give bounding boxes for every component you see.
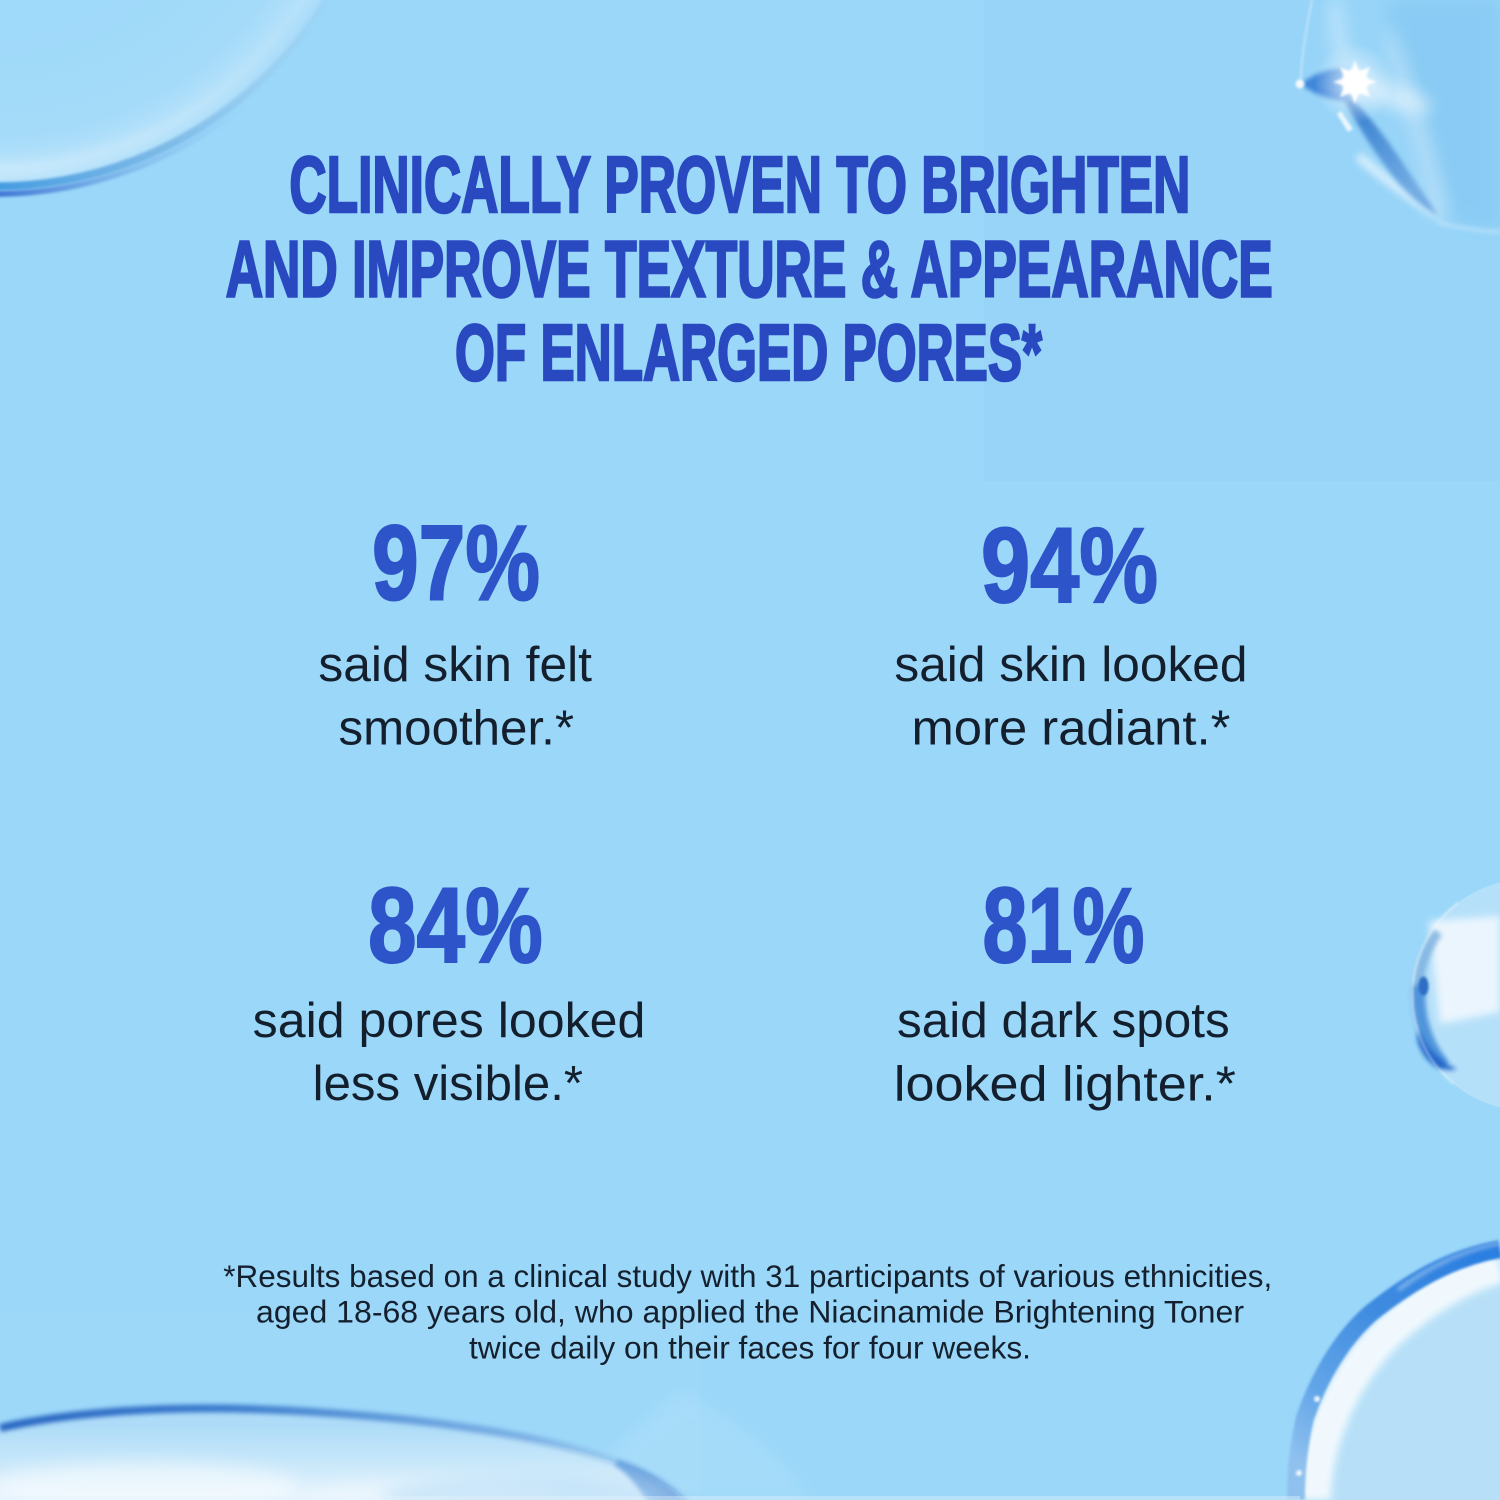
svg-text:less visible.*: less visible.* [313,1057,583,1111]
svg-text:97%: 97% [372,503,540,623]
svg-text:CLINICALLY PROVEN TO BRIGHTEN: CLINICALLY PROVEN TO BRIGHTEN [289,140,1190,229]
svg-text:smoother.*: smoother.* [339,702,575,756]
svg-text:81%: 81% [983,865,1145,985]
svg-text:twice daily on their faces for: twice daily on their faces for four week… [469,1330,1031,1365]
svg-text:OF ENLARGED PORES*: OF ENLARGED PORES* [455,308,1043,397]
svg-text:said skin felt: said skin felt [318,638,592,692]
svg-text:aged 18-68 years old, who appl: aged 18-68 years old, who applied the Ni… [256,1295,1244,1330]
svg-text:AND IMPROVE TEXTURE & APPEARAN: AND IMPROVE TEXTURE & APPEARANCE [226,225,1273,314]
svg-text:*Results based on a clinical s: *Results based on a clinical study with … [223,1259,1272,1294]
svg-text:94%: 94% [981,505,1158,625]
svg-text:said dark spots: said dark spots [897,994,1230,1048]
svg-text:said pores looked: said pores looked [253,994,646,1048]
svg-text:said skin looked: said skin looked [894,638,1247,692]
svg-text:more radiant.*: more radiant.* [912,702,1231,756]
svg-text:looked lighter.*: looked lighter.* [894,1058,1236,1112]
svg-text:84%: 84% [368,865,543,985]
